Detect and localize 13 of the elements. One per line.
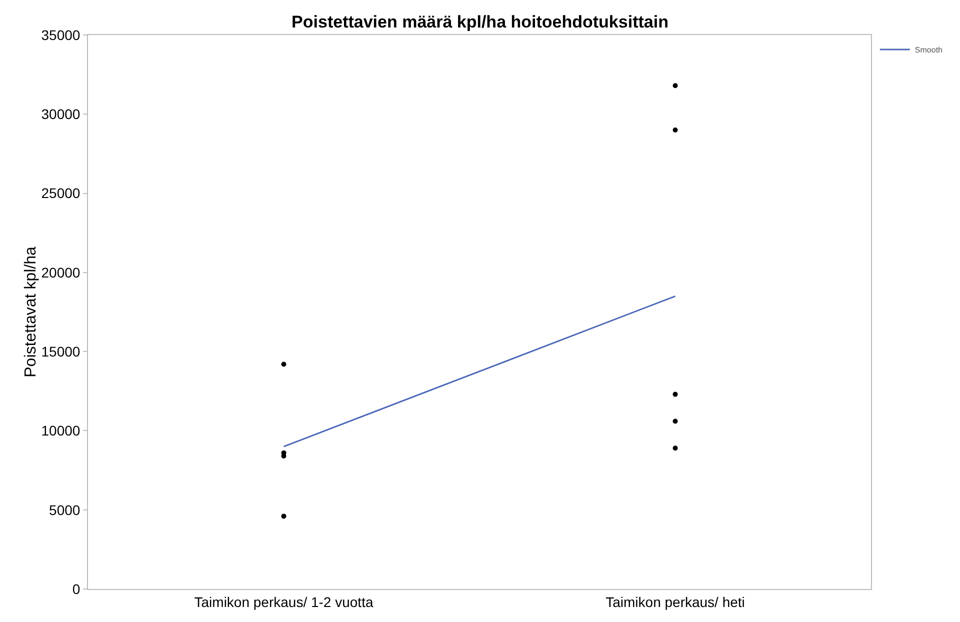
y-axis-title: Poistettavat kpl/ha — [22, 246, 40, 378]
y-tick-label: 10000 — [41, 422, 80, 439]
chart-title: Poistettavien määrä kpl/ha hoitoehdotuksittain — [292, 12, 668, 32]
x-tick-label: Taimikon perkaus/ heti — [606, 594, 745, 610]
y-tick-label: 35000 — [41, 26, 80, 43]
y-tick-label: 25000 — [41, 185, 80, 202]
y-tick-label: 30000 — [41, 106, 80, 122]
y-tick-label: 5000 — [49, 502, 80, 518]
y-tick-label: 0 — [72, 580, 80, 597]
y-tick-label: 15000 — [41, 343, 80, 360]
y-tick-label: 20000 — [41, 264, 80, 280]
legend-label: Smooth — [914, 46, 942, 55]
x-tick-label: Taimikon perkaus/ 1-2 vuotta — [194, 594, 374, 610]
